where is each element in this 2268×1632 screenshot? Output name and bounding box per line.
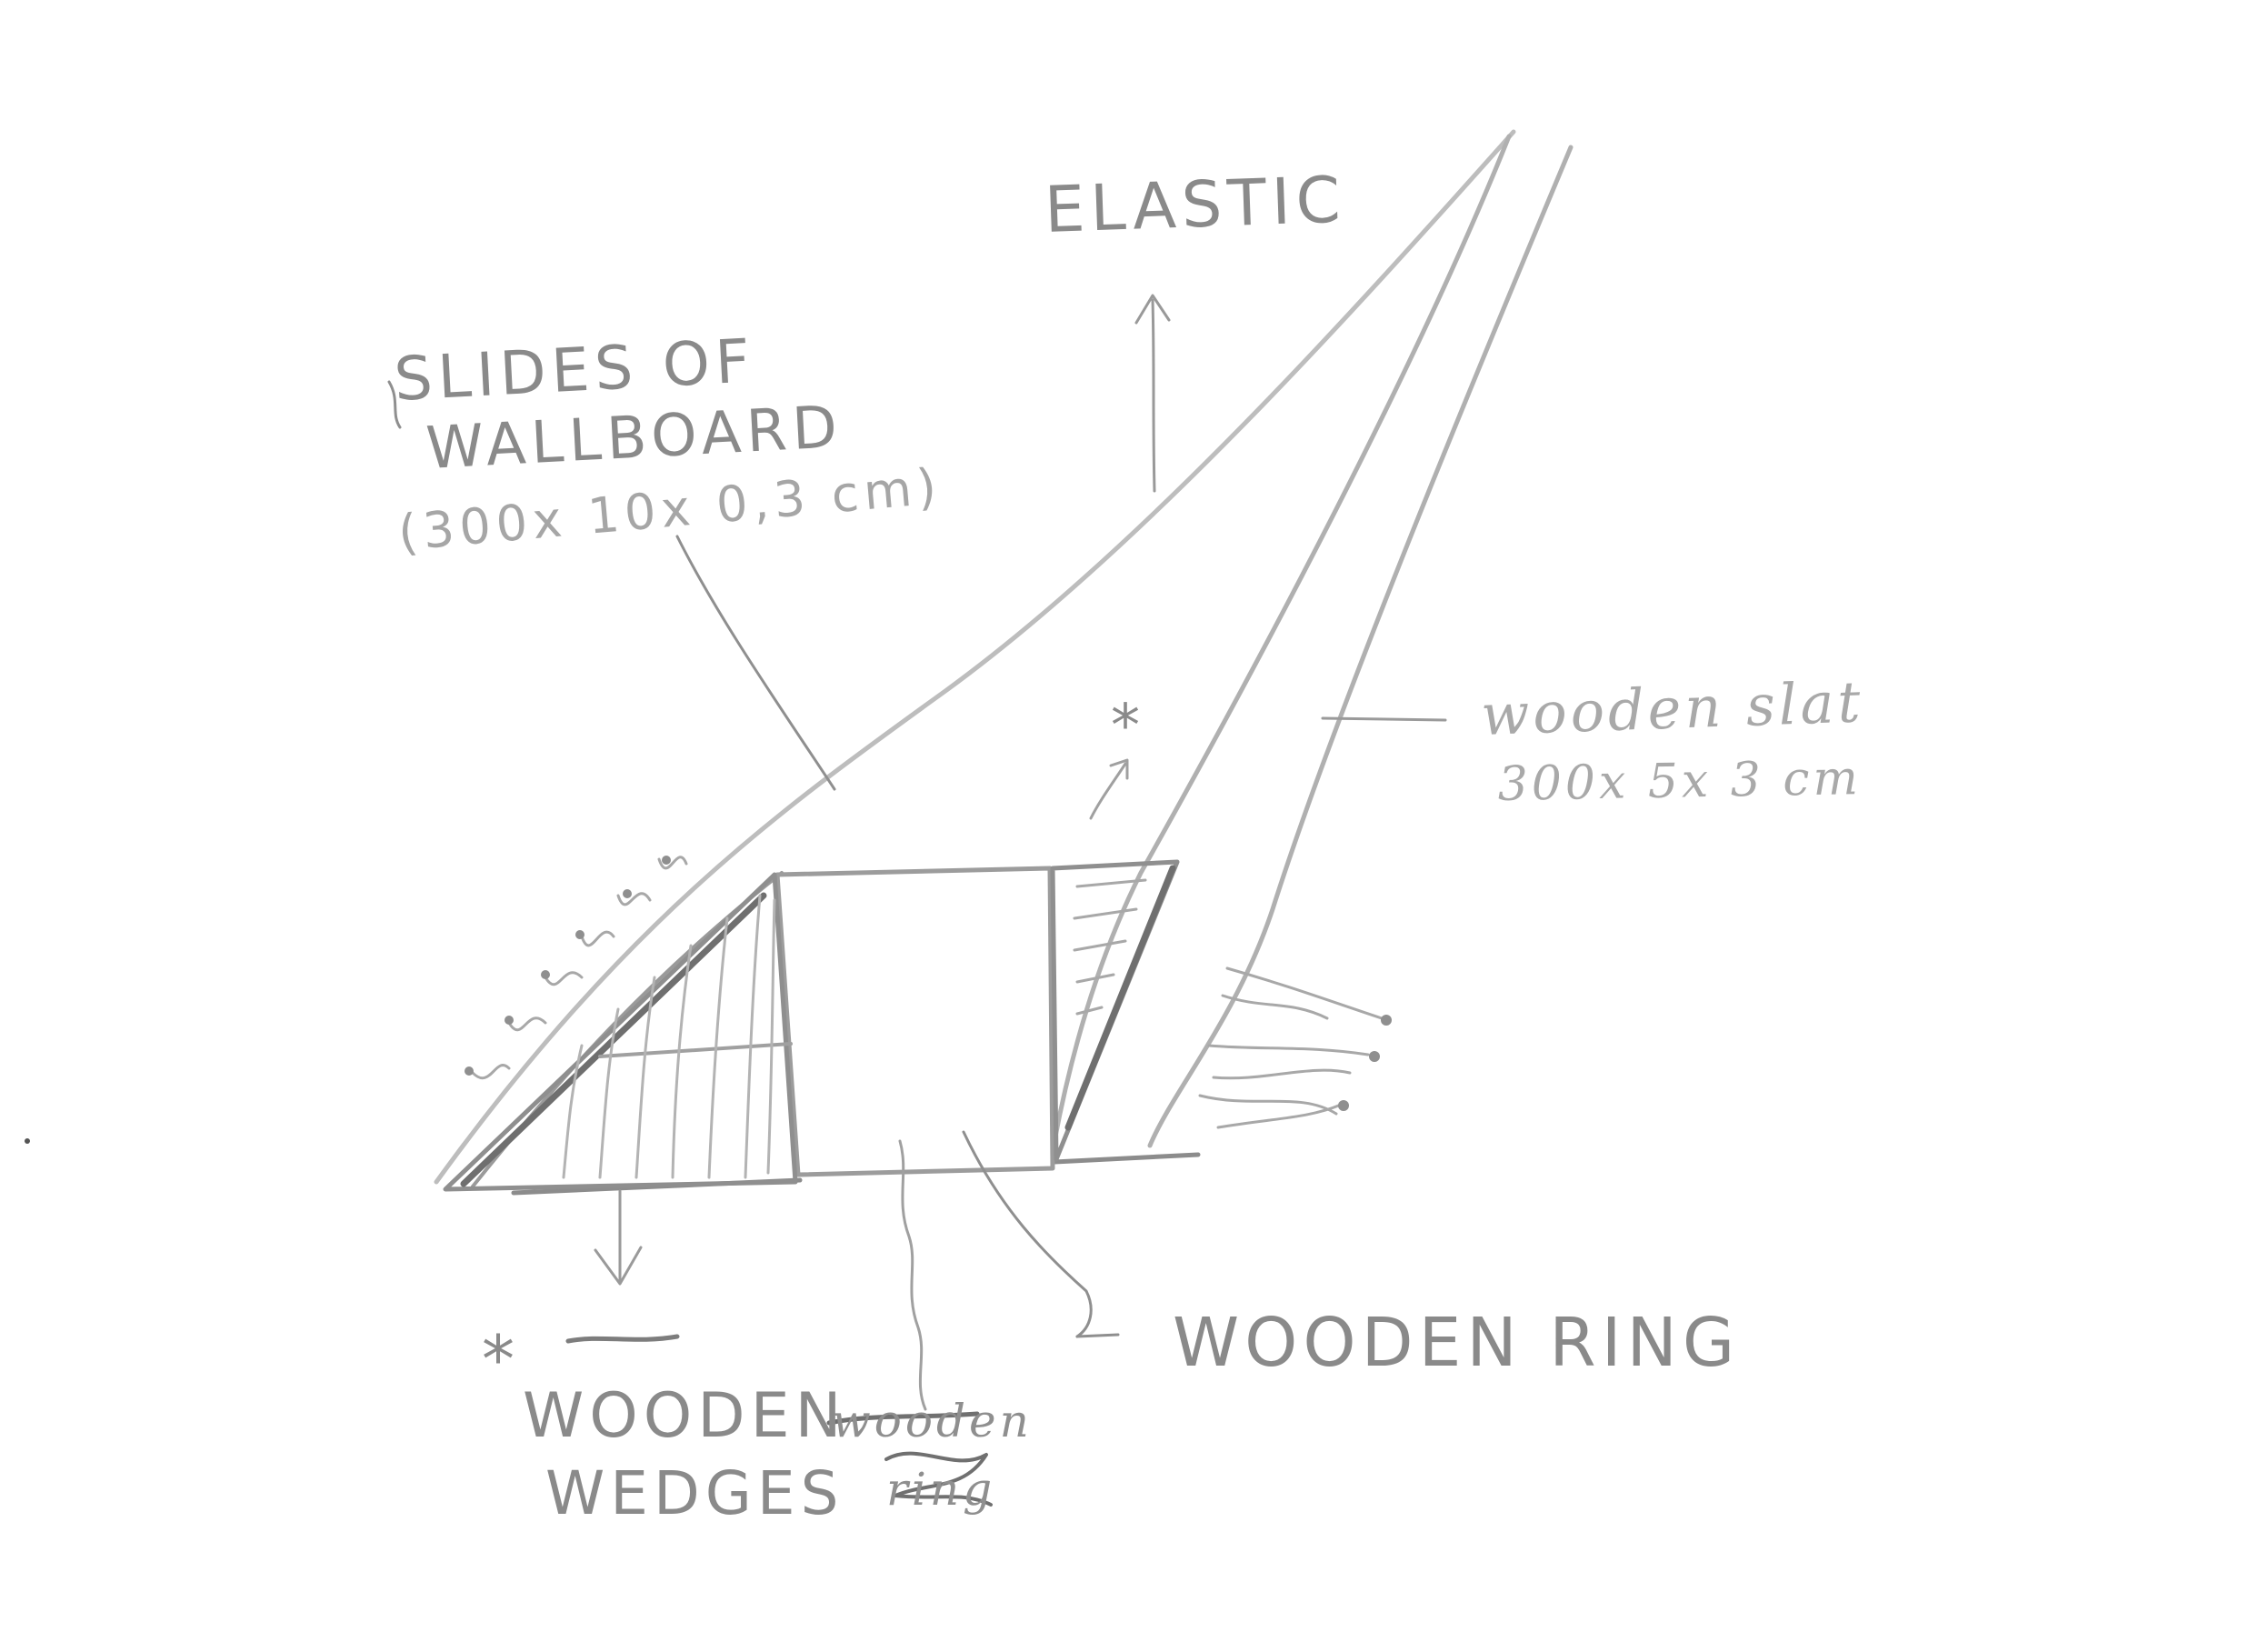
label-elastic: ELASTIC: [1044, 162, 1347, 247]
label-wooden-ring: WOODEN RING: [1173, 1304, 1740, 1382]
pencil-speck: [25, 1138, 30, 1144]
slides-side-tick: [387, 380, 402, 429]
pin-heads-left: [465, 856, 671, 1076]
right-wedge-diagonal-dark: [1064, 865, 1176, 1131]
label-struck-wooden: wooden: [832, 1395, 1033, 1447]
strike-ring-scribble: [884, 1451, 993, 1507]
pin-heads-right: [1338, 1015, 1392, 1111]
wooden-ring-leader-end: [1075, 1333, 1120, 1338]
label-wedges-line2: WEDGES: [545, 1458, 844, 1528]
label-wooden-slat-line2: 300x 5x 3 cm: [1497, 751, 1862, 812]
strike-wooden: [826, 1411, 980, 1426]
wallboard-slide-curve: [434, 129, 1516, 1185]
slides-leader-line: [675, 535, 836, 791]
label-wooden-slat-line1: wooden slat: [1480, 668, 1865, 748]
label-wedges-line1: WOODEN: [523, 1380, 846, 1452]
wooden-slat-leader: [1321, 716, 1447, 722]
pins-left: [471, 856, 688, 1080]
wooden-slat-left-edge: [1052, 134, 1512, 1144]
base-line-right: [1052, 1152, 1201, 1165]
asterisk-arrow: [1089, 758, 1129, 820]
elastic-arrow-head: [1134, 294, 1171, 325]
wedges-arrow-head: [594, 1246, 643, 1286]
wooden-slat-right-edge: [1147, 145, 1574, 1148]
wooden-ring-leader: [962, 1130, 1093, 1338]
label-struck-ring: ring: [886, 1463, 995, 1516]
squiggle-leader: [898, 1139, 927, 1411]
sketch-lines: [387, 129, 1574, 1507]
elastic-arrow-shaft: [1151, 298, 1156, 493]
left-wedge-hatching: [562, 894, 776, 1179]
wooden-ring-box: [774, 866, 1055, 1177]
pins-right: [1198, 966, 1384, 1129]
text-labels: ELASTIC SLIDES OF WALLBOARD (300x 10x 0,…: [393, 162, 1865, 1528]
label-asterisk-top: *: [1111, 693, 1145, 760]
label-asterisk-bottom: *: [482, 1321, 520, 1397]
strike-initial-word: [565, 1334, 680, 1344]
left-wedge-midline: [598, 1042, 793, 1058]
right-wedge-hatching: [1073, 878, 1147, 1016]
left-wedge-outline: [443, 872, 798, 1192]
